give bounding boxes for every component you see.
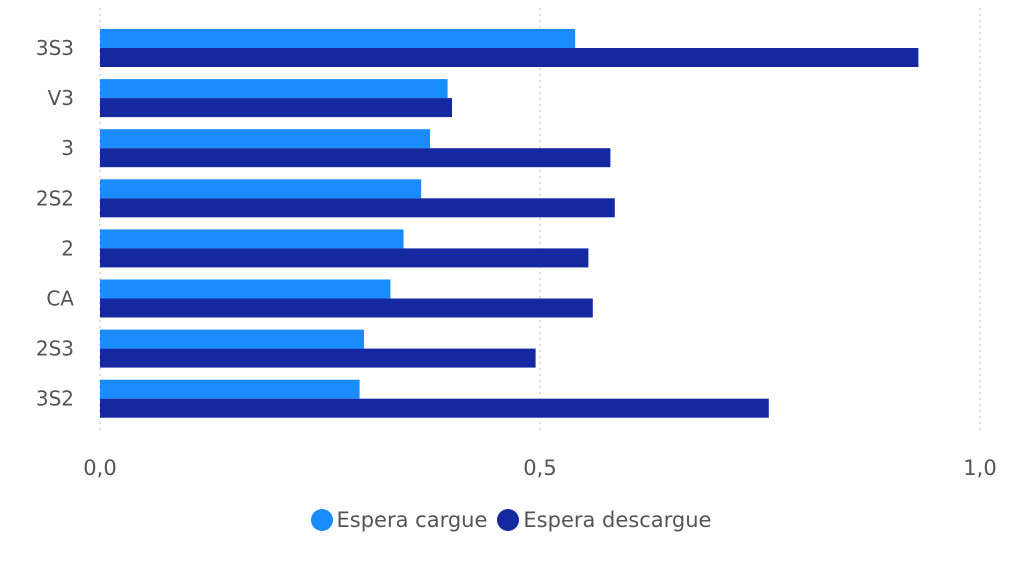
x-tick-label: 0,5: [523, 456, 556, 480]
legend-item-espera-cargue[interactable]: Espera cargue: [310, 508, 488, 532]
bar-espera-cargue-3s2[interactable]: [100, 379, 360, 399]
legend-swatch-espera-cargue: [310, 509, 333, 531]
category-label: 2: [61, 236, 74, 260]
category-label: CA: [46, 287, 74, 311]
bar-espera-descargue-ca[interactable]: [100, 298, 593, 318]
legend-label-espera-cargue: Espera cargue: [336, 508, 488, 532]
category-label: 2S3: [36, 337, 74, 361]
bar-espera-cargue-2[interactable]: [100, 229, 404, 249]
bar-espera-descargue-2s3[interactable]: [100, 348, 536, 368]
bar-espera-descargue-3s3[interactable]: [100, 48, 919, 67]
category-label: V3: [48, 86, 74, 110]
category-label: 3S3: [36, 36, 74, 60]
bar-espera-descargue-v3[interactable]: [100, 98, 452, 118]
legend-label-espera-descargue: Espera descargue: [523, 508, 712, 532]
bar-espera-descargue-2[interactable]: [100, 248, 589, 268]
bar-espera-cargue-3s3[interactable]: [100, 29, 576, 48]
category-label: 2S2: [36, 186, 74, 210]
category-label: 3S2: [36, 387, 74, 411]
bar-espera-descargue-2s2[interactable]: [100, 198, 615, 218]
bar-espera-descargue-3s2[interactable]: [100, 398, 769, 418]
chart-legend: Espera cargue Espera descargue: [0, 508, 1022, 532]
bar-espera-cargue-2s3[interactable]: [100, 329, 364, 349]
bar-espera-descargue-3[interactable]: [100, 148, 611, 168]
legend-item-espera-descargue[interactable]: Espera descargue: [497, 508, 711, 532]
bar-espera-cargue-3[interactable]: [100, 129, 430, 149]
bar-espera-cargue-v3[interactable]: [100, 79, 448, 99]
x-tick-label: 0,0: [83, 456, 116, 480]
category-label: 3: [61, 136, 74, 160]
x-tick-label: 1,0: [963, 456, 996, 480]
bar-espera-cargue-ca[interactable]: [100, 279, 391, 299]
bar-espera-cargue-2s2[interactable]: [100, 179, 422, 199]
legend-swatch-espera-descargue: [497, 509, 520, 531]
